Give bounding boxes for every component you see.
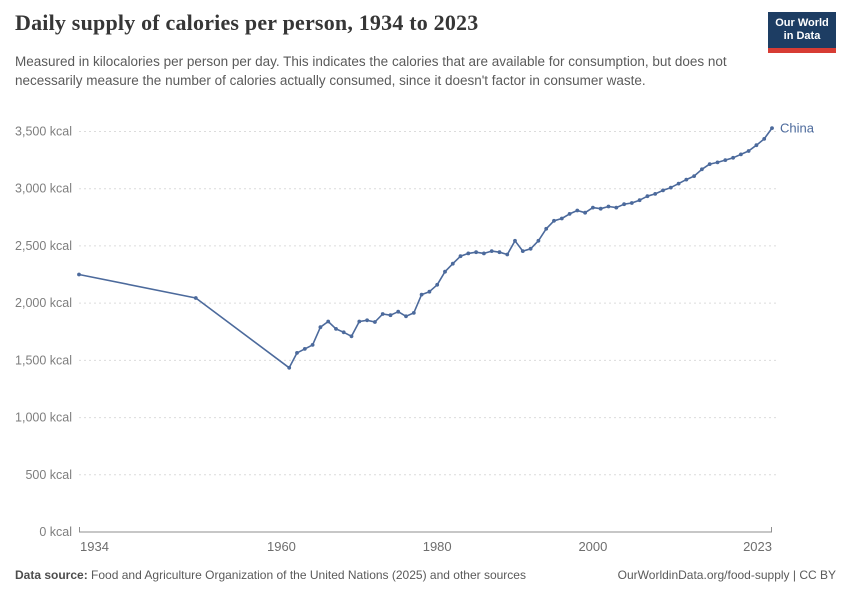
x-axis-tick-label: 1980 [423,539,452,554]
x-axis-tick-label: 1934 [80,539,109,554]
data-point [676,181,681,186]
data-point [552,218,556,223]
data-point [668,185,673,190]
owid-logo-text-line1: Our World [775,17,829,29]
data-point [645,194,650,199]
data-point [731,155,735,160]
data-point [334,327,338,331]
y-axis-tick-label: 0 kcal [39,525,72,539]
data-point [326,319,331,324]
data-point [513,238,517,243]
data-point [466,251,471,256]
y-axis-tick-label: 2,000 kcal [15,296,72,310]
data-point [474,250,478,255]
data-point [302,347,307,351]
y-axis-tick-label: 3,500 kcal [15,125,72,139]
data-point [318,325,323,330]
data-point [692,174,696,179]
data-point [536,238,541,243]
data-source-text: Food and Agriculture Organization of the… [91,568,526,582]
data-point [723,158,728,163]
data-source-label: Data source: [15,568,88,582]
logo-red-stripe-decoration [768,48,836,53]
data-point [373,320,377,324]
data-point [482,251,486,256]
data-point [411,311,416,315]
y-axis-tick-label: 3,000 kcal [15,182,72,196]
series-line-china [78,127,773,369]
data-point [404,314,408,319]
data-point [450,261,455,266]
data-point [77,272,81,277]
series-end-label: China [780,121,815,136]
data-point [427,289,432,294]
data-point [365,318,369,323]
owid-license-link[interactable]: OurWorldinData.org/food-supply | CC BY [617,568,836,582]
data-point [700,167,704,172]
page-title: Daily supply of calories per person, 193… [15,10,479,35]
data-point [489,249,494,254]
data-point [754,143,759,148]
data-point [520,249,525,254]
data-point [637,198,642,203]
owid-logo[interactable]: Our World in Data [768,12,836,53]
data-point [295,351,299,355]
data-point [746,149,751,153]
x-axis-tick-label: 2000 [578,539,607,554]
data-point [310,343,315,347]
data-point [559,216,564,221]
owid-logo-text-line2: in Data [783,30,821,42]
data-point [567,212,572,216]
y-axis-tick-label: 2,500 kcal [15,239,72,253]
data-point [505,252,510,257]
data-point [661,188,665,193]
data-point [598,206,603,211]
data-point [544,226,549,231]
data-source-note: Data source: Food and Agriculture Organi… [15,568,526,582]
data-point [435,282,440,287]
data-point [770,126,774,130]
data-point [528,246,533,251]
data-point [388,313,393,318]
data-point [458,254,463,259]
data-point [583,210,587,215]
data-point [396,309,401,314]
data-point [341,330,346,335]
data-point [606,204,611,209]
data-point [349,334,354,339]
data-point [762,137,767,141]
data-point [357,319,362,324]
data-point [739,152,743,157]
data-point [715,160,720,165]
data-point [497,250,502,255]
data-point [622,202,626,207]
data-point [629,201,634,205]
data-point [575,208,580,213]
x-axis-tick-label: 2023 [743,539,772,554]
data-point [193,296,198,300]
data-point [419,292,424,297]
y-axis-tick-label: 1,500 kcal [15,353,72,367]
y-axis-tick-label: 500 kcal [25,468,72,482]
data-point [443,269,447,274]
data-point [653,192,658,196]
data-point [614,205,619,210]
data-point [591,205,595,210]
data-point [287,365,292,370]
x-axis-tick-label: 1960 [267,539,296,554]
chart-subtitle: Measured in kilocalories per person per … [15,54,727,88]
y-axis-tick-label: 1,000 kcal [15,411,72,425]
data-point [684,177,689,182]
data-point [707,162,712,167]
data-point [380,312,385,316]
